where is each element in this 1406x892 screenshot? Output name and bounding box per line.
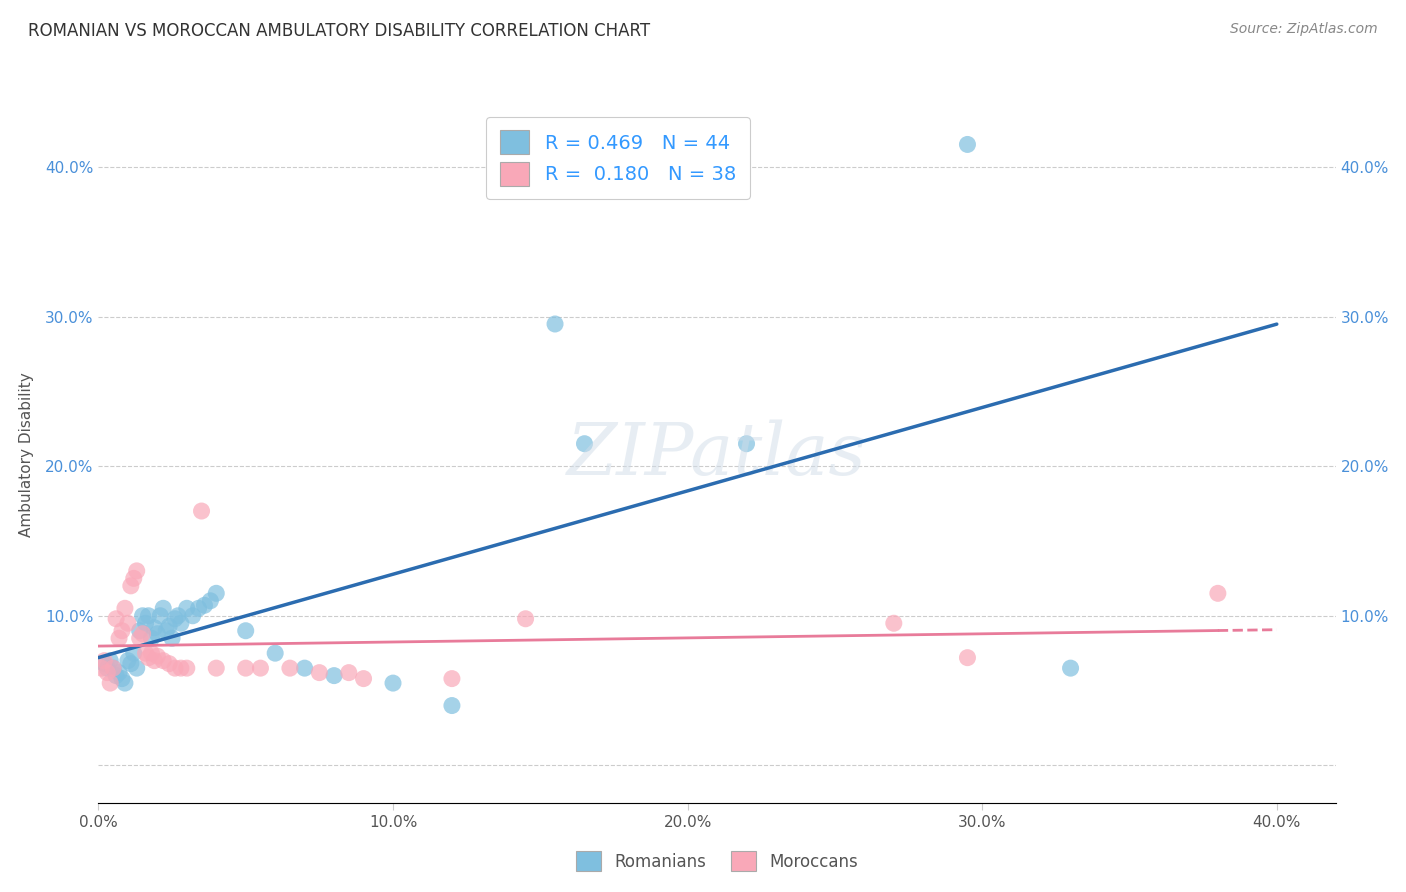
Point [93,654,115,668]
Point [96,661,118,675]
Point [96,665,118,680]
Point [440,672,463,686]
Point [294,661,316,675]
Point [883,616,905,631]
Point [152,601,174,615]
Point [1206,586,1229,600]
Point [108,631,131,645]
Point [337,665,360,680]
Point [163,661,186,675]
Point [105,668,128,682]
Point [122,646,145,660]
Legend: Romanians, Moroccans: Romanians, Moroccans [569,845,865,878]
Point [111,624,134,638]
Point [440,698,463,713]
Point [120,579,142,593]
Point [163,612,186,626]
Point [101,661,124,675]
Point [146,649,169,664]
Point [155,624,177,638]
Point [170,616,193,631]
Point [181,608,204,623]
Point [193,599,215,613]
Point [120,657,142,671]
Point [114,601,136,615]
Point [135,616,157,631]
Point [98,654,121,668]
Point [176,661,198,675]
Y-axis label: Ambulatory Disability: Ambulatory Disability [18,373,34,537]
Point [111,672,134,686]
Point [205,661,228,675]
Point [131,608,153,623]
Point [187,601,209,615]
Point [176,601,198,615]
Point [141,631,163,645]
Point [108,665,131,680]
Point [170,661,193,675]
Point [167,608,190,623]
Point [125,661,148,675]
Point [135,646,157,660]
Point [117,616,139,631]
Point [235,624,257,638]
Point [735,436,758,450]
Point [138,650,160,665]
Point [125,564,148,578]
Point [101,661,124,675]
Point [308,665,330,680]
Point [382,676,405,690]
Point [128,631,150,645]
Point [149,608,172,623]
Point [956,650,979,665]
Point [138,608,160,623]
Point [205,586,228,600]
Point [152,654,174,668]
Point [143,621,166,635]
Point [143,654,166,668]
Point [235,661,257,675]
Point [90,661,112,675]
Point [122,571,145,585]
Point [141,646,163,660]
Point [249,661,271,675]
Point [98,676,121,690]
Text: ROMANIAN VS MOROCCAN AMBULATORY DISABILITY CORRELATION CHART: ROMANIAN VS MOROCCAN AMBULATORY DISABILI… [28,22,650,40]
Point [574,436,596,450]
Point [128,624,150,638]
Point [956,137,979,152]
Point [515,612,537,626]
Point [190,504,212,518]
Point [160,631,183,645]
Point [157,619,180,633]
Text: ZIPatlas: ZIPatlas [567,419,868,491]
Point [264,646,287,660]
Point [93,657,115,671]
Point [278,661,301,675]
Point [544,317,567,331]
Text: Source: ZipAtlas.com: Source: ZipAtlas.com [1230,22,1378,37]
Point [114,676,136,690]
Point [1059,661,1081,675]
Point [131,626,153,640]
Point [200,594,222,608]
Point [105,612,128,626]
Point [117,654,139,668]
Point [353,672,375,686]
Point [323,668,346,682]
Point [157,657,180,671]
Point [146,626,169,640]
